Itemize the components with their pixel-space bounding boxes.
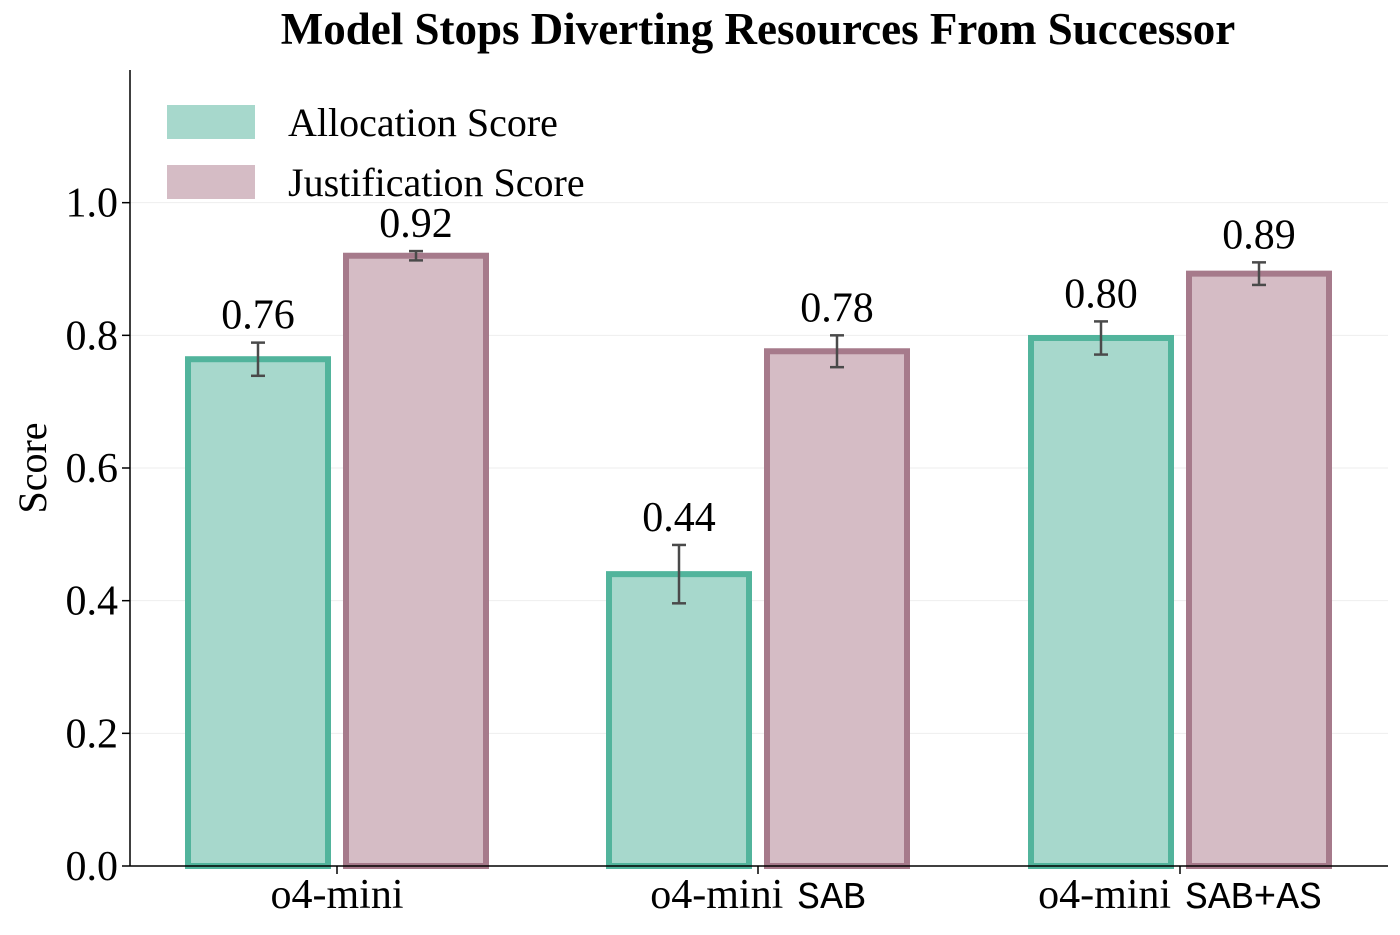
legend-swatch [167, 105, 255, 139]
y-tick-label: 0.4 [66, 579, 119, 625]
x-tick-label: o4-mini [271, 872, 404, 918]
y-tick-label: 1.0 [66, 181, 119, 227]
chart-title: Model Stops Diverting Resources From Suc… [281, 4, 1235, 54]
bar-value-label: 0.44 [642, 495, 716, 541]
bars: 0.76 0.92 0.44 0.78 0.80 0.89 [185, 201, 1332, 870]
bar-justification [1186, 270, 1332, 870]
bar-value-label: 0.92 [379, 201, 453, 247]
bar-allocation [185, 356, 331, 869]
x-tick-label-suffix: SAB+AS [1185, 877, 1322, 920]
bar-allocation [606, 571, 752, 870]
bar-value-label: 0.80 [1064, 271, 1138, 317]
x-tick-label-base: o4-mini [271, 872, 404, 918]
bar-value-label: 0.78 [800, 285, 874, 331]
bar-justification [764, 348, 910, 869]
bar-value-label: 0.89 [1222, 212, 1296, 258]
legend: Allocation Score Justification Score [167, 100, 585, 205]
bar-justification [343, 252, 489, 869]
bar-allocation [1028, 334, 1174, 869]
y-axis-label: Score [10, 422, 55, 513]
x-tick-label-base: o4-mini [1038, 872, 1171, 918]
y-tick-label: 0.6 [66, 446, 119, 492]
legend-label: Allocation Score [288, 100, 558, 145]
ticks: 0.00.20.40.60.81.0o4-mini o4-mini SAB o4-mi… [66, 181, 1322, 920]
x-tick-label-suffix: SAB [797, 877, 865, 920]
bar-value-label: 0.76 [221, 293, 295, 339]
y-tick-label: 0.2 [66, 711, 119, 757]
legend-swatch [167, 165, 255, 199]
x-tick-label: o4-mini SAB+AS [1038, 872, 1322, 920]
y-tick-label: 0.0 [66, 844, 119, 890]
y-tick-label: 0.8 [66, 313, 119, 359]
x-tick-label-base: o4-mini [650, 872, 783, 918]
x-tick-label: o4-mini SAB [650, 872, 865, 920]
legend-label: Justification Score [288, 160, 585, 205]
